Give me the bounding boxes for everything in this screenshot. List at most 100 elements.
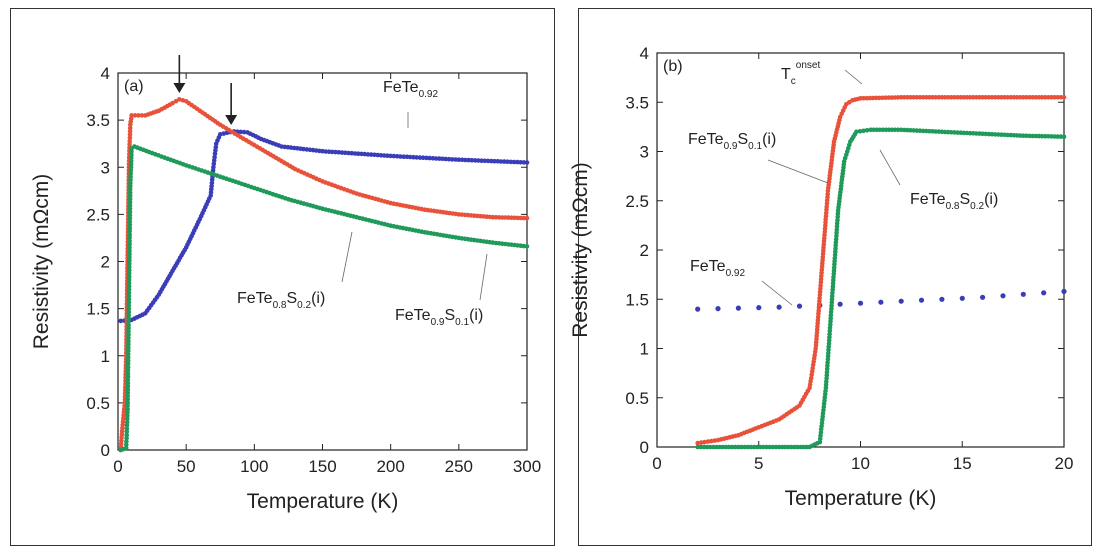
data-point — [715, 306, 721, 312]
data-point — [1033, 133, 1039, 139]
annotation-label-0-sub: 0.92 — [419, 89, 439, 100]
chart-panel-b: 0 0.5 1 1.5 2 2.5 3 3.5 4 0 5 10 15 20 Temperature (K)… — [569, 44, 1073, 510]
data-point — [126, 326, 131, 331]
data-point — [127, 219, 133, 224]
data-point — [776, 304, 782, 310]
data-point — [861, 128, 866, 134]
data-point — [125, 371, 131, 376]
data-point — [892, 95, 898, 100]
panel-label: (b) — [663, 58, 683, 75]
data-point — [433, 156, 439, 161]
data-point — [136, 113, 141, 118]
annotation-label-3-sub: 0.92 — [726, 268, 746, 279]
data-point — [735, 305, 742, 311]
data-point — [173, 99, 179, 104]
data-point — [498, 159, 504, 164]
y-tick-label: 2 — [101, 253, 110, 272]
data-point — [127, 216, 133, 221]
data-point — [1020, 291, 1026, 297]
data-point — [127, 193, 133, 199]
data-point — [695, 306, 701, 312]
y-tick-label: 4 — [640, 44, 649, 63]
data-point — [992, 95, 998, 100]
annotation-label-2-tail: S — [959, 191, 970, 208]
annotation-label-1-base: FeTe — [237, 290, 273, 307]
series-1 — [695, 95, 1067, 446]
y-tick-label: 0.5 — [625, 389, 649, 408]
data-point — [427, 155, 432, 161]
data-point — [1041, 290, 1047, 296]
data-point — [126, 335, 131, 341]
data-point — [124, 429, 130, 435]
data-point — [342, 150, 348, 156]
data-point — [127, 245, 132, 250]
series-2 — [118, 144, 530, 453]
annotation-label-1-sub2: 0.1 — [748, 141, 762, 152]
data-point — [213, 144, 219, 150]
data-point — [365, 152, 371, 157]
x-axis-title: Temperature (K) — [785, 487, 937, 510]
annotation-label-2-tail: S — [444, 307, 455, 324]
data-point — [705, 439, 711, 444]
data-point — [127, 135, 133, 141]
data-point — [127, 264, 132, 270]
data-point — [127, 229, 132, 234]
data-point — [974, 95, 979, 100]
y-tick-label: 0 — [101, 441, 110, 460]
annotation-label-1: FeTe0.8S0.2(i) — [237, 290, 325, 311]
y-tick-label: 0 — [640, 438, 649, 457]
data-point — [702, 439, 707, 445]
data-point — [125, 364, 131, 370]
data-point — [124, 436, 129, 441]
data-point — [870, 95, 876, 101]
data-point — [883, 95, 888, 100]
data-point — [857, 129, 863, 134]
annotation-label-0-sup: onset — [796, 60, 821, 71]
data-point — [485, 158, 491, 164]
data-point — [942, 95, 948, 100]
data-point — [502, 159, 507, 164]
data-point — [125, 410, 130, 415]
data-point — [456, 157, 462, 162]
data-point — [125, 400, 130, 405]
data-point — [126, 329, 131, 334]
data-point — [476, 158, 481, 163]
annotation-label-0: FeTe0.92 — [383, 79, 438, 100]
data-point — [992, 132, 998, 137]
annotation-label-3: FeTe0.92 — [690, 258, 745, 279]
annotation-label-2-sub: 0.8 — [946, 201, 960, 212]
data-point — [861, 95, 866, 101]
data-point — [127, 190, 133, 195]
data-point — [127, 200, 133, 205]
annotation-label-1-end: (i) — [762, 131, 776, 148]
data-point — [469, 157, 475, 163]
data-point — [127, 142, 132, 147]
data-point — [126, 345, 131, 351]
data-point — [127, 129, 133, 134]
data-point — [127, 248, 132, 253]
data-point — [126, 316, 131, 321]
data-point — [126, 271, 132, 276]
data-point — [959, 295, 965, 301]
data-point — [211, 161, 217, 167]
data-point — [695, 440, 700, 446]
data-point — [1024, 95, 1029, 100]
leader-line — [844, 69, 863, 85]
data-point — [1024, 133, 1029, 139]
data-point — [127, 254, 132, 260]
data-point — [739, 444, 744, 450]
data-point — [401, 154, 407, 159]
annotation-label-1-tail: S — [737, 131, 748, 148]
data-point — [756, 305, 762, 311]
data-point — [1000, 293, 1006, 299]
data-point — [964, 95, 970, 100]
y-tick-label: 0.5 — [86, 394, 110, 413]
leader-line — [761, 280, 793, 306]
data-point — [127, 258, 132, 263]
data-point — [1061, 134, 1067, 139]
data-point — [385, 153, 390, 158]
panel-label: (a) — [124, 78, 144, 95]
data-point — [126, 322, 131, 328]
data-point — [511, 159, 517, 165]
